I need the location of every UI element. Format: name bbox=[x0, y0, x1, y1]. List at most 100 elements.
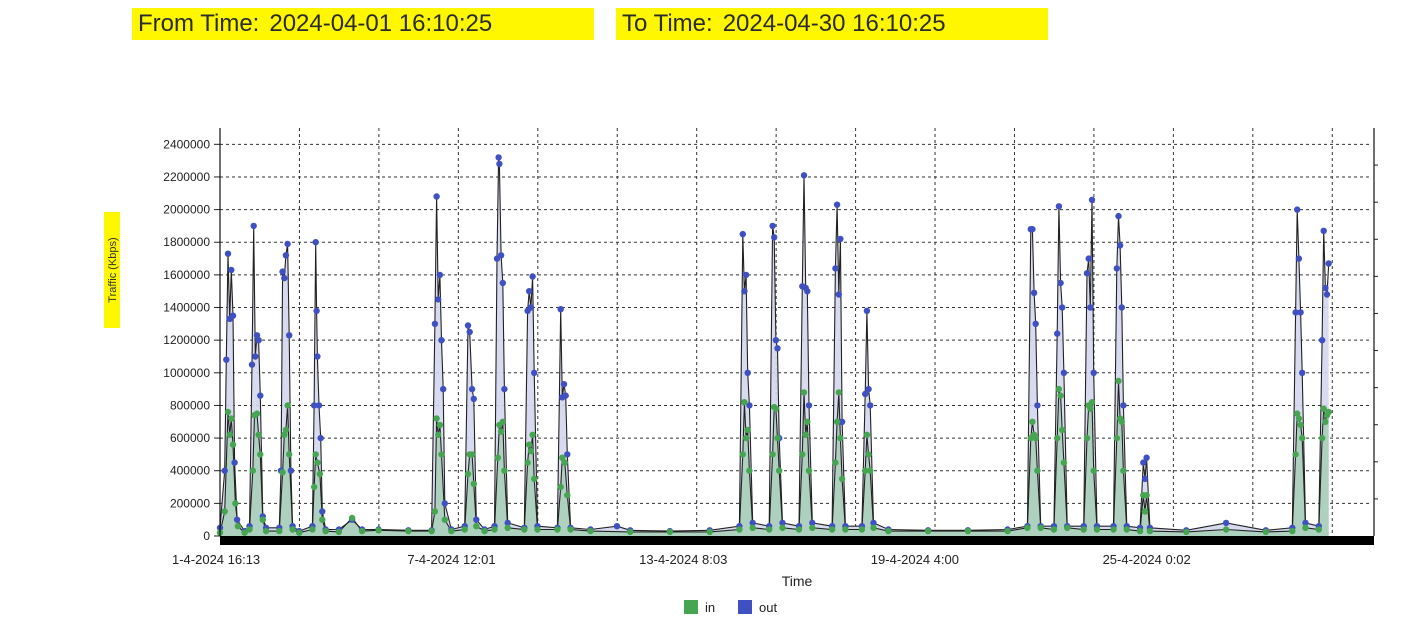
point-in-14 bbox=[257, 451, 264, 458]
from-time-highlight: From Time: 2024-04-01 16:10:25 bbox=[132, 8, 594, 40]
x-tick-label-3: 19-4-2024 4:00 bbox=[871, 552, 959, 567]
point-in-78 bbox=[741, 399, 748, 406]
point-out-155 bbox=[1143, 454, 1150, 461]
point-out-36 bbox=[319, 508, 326, 515]
point-in-151 bbox=[1292, 451, 1299, 458]
point-in-39 bbox=[433, 415, 440, 422]
y-tick-label-3: 600000 bbox=[170, 431, 210, 445]
point-out-158 bbox=[1222, 519, 1230, 527]
point-in-76 bbox=[736, 526, 743, 533]
point-in-98 bbox=[832, 459, 839, 466]
point-out-126 bbox=[1029, 226, 1036, 233]
point-in-95 bbox=[805, 467, 813, 474]
point-in-16 bbox=[262, 527, 270, 535]
point-out-119 bbox=[870, 519, 877, 527]
from-time-label: From Time: bbox=[138, 10, 260, 37]
x-tick-label-4: 25-4-2024 0:02 bbox=[1103, 552, 1191, 567]
area-in bbox=[220, 381, 1329, 536]
point-out-7 bbox=[231, 459, 238, 466]
x-tick-label-0: 1-4-2024 16:13 bbox=[172, 552, 260, 567]
point-in-119 bbox=[1034, 467, 1041, 474]
y-tick-label-6: 1200000 bbox=[163, 333, 210, 347]
point-out-110 bbox=[835, 291, 842, 298]
point-in-124 bbox=[1057, 392, 1064, 399]
point-out-87 bbox=[739, 230, 746, 238]
point-out-34 bbox=[315, 402, 323, 409]
point-in-109 bbox=[870, 524, 877, 531]
point-out-79 bbox=[564, 451, 571, 458]
point-in-128 bbox=[1080, 526, 1087, 533]
y-tick-label-0: 0 bbox=[203, 529, 210, 543]
point-in-94 bbox=[804, 418, 811, 425]
point-out-127 bbox=[1030, 289, 1038, 296]
point-out-109 bbox=[833, 201, 841, 208]
point-in-69 bbox=[561, 459, 568, 466]
point-in-20 bbox=[282, 426, 290, 434]
point-in-3 bbox=[226, 431, 233, 438]
point-in-158 bbox=[1318, 434, 1326, 442]
point-out-166 bbox=[1302, 519, 1309, 527]
y-tick-label-12: 2400000 bbox=[163, 137, 210, 151]
point-in-101 bbox=[837, 434, 844, 442]
point-out-64 bbox=[499, 279, 506, 287]
point-in-29 bbox=[316, 470, 324, 478]
point-in-113 bbox=[1004, 527, 1011, 535]
point-out-163 bbox=[1295, 255, 1303, 262]
point-in-42 bbox=[438, 451, 445, 458]
point-out-55 bbox=[468, 385, 476, 393]
point-in-105 bbox=[862, 467, 869, 474]
point-out-44 bbox=[431, 320, 439, 327]
point-in-70 bbox=[564, 492, 571, 499]
point-out-30 bbox=[310, 402, 318, 409]
point-in-157 bbox=[1315, 526, 1323, 533]
point-out-108 bbox=[832, 265, 839, 272]
point-in-132 bbox=[1088, 399, 1096, 406]
point-out-62 bbox=[496, 160, 503, 168]
point-in-129 bbox=[1083, 434, 1091, 442]
point-in-137 bbox=[1115, 377, 1122, 385]
point-in-6 bbox=[232, 500, 239, 507]
point-out-88 bbox=[741, 288, 748, 295]
point-in-136 bbox=[1113, 434, 1121, 442]
point-out-106 bbox=[809, 519, 816, 527]
point-in-86 bbox=[772, 405, 780, 412]
point-in-51 bbox=[481, 527, 488, 535]
point-out-31 bbox=[312, 239, 319, 246]
point-in-149 bbox=[1262, 528, 1270, 536]
point-in-144 bbox=[1141, 508, 1149, 515]
point-in-110 bbox=[885, 527, 892, 535]
point-out-82 bbox=[613, 523, 621, 530]
point-in-22 bbox=[286, 451, 293, 458]
point-in-23 bbox=[289, 526, 296, 533]
point-out-143 bbox=[1090, 369, 1097, 376]
point-out-8 bbox=[233, 516, 241, 523]
axes: 0 200000 400000 600000 800000 1000000 1200000 1… bbox=[163, 128, 1378, 567]
point-in-8 bbox=[241, 529, 248, 536]
point-out-71 bbox=[529, 273, 536, 280]
point-in-4 bbox=[228, 415, 235, 422]
point-out-115 bbox=[862, 390, 869, 398]
y-tick-label-5: 1000000 bbox=[163, 366, 210, 380]
point-in-111 bbox=[924, 527, 932, 535]
point-out-146 bbox=[1113, 265, 1121, 272]
point-in-19 bbox=[281, 431, 288, 438]
point-in-1 bbox=[221, 508, 228, 515]
point-in-152 bbox=[1294, 410, 1301, 417]
point-out-95 bbox=[771, 234, 778, 241]
y-tick-label-4: 800000 bbox=[170, 398, 210, 412]
point-in-126 bbox=[1060, 459, 1068, 466]
point-in-62 bbox=[527, 447, 535, 455]
point-out-104 bbox=[804, 288, 811, 295]
point-in-5 bbox=[229, 441, 237, 448]
point-out-6 bbox=[229, 312, 237, 319]
point-in-58 bbox=[504, 524, 511, 531]
point-out-97 bbox=[774, 345, 781, 352]
point-in-162 bbox=[1325, 408, 1332, 416]
point-in-7 bbox=[234, 523, 242, 530]
point-in-118 bbox=[1032, 434, 1039, 442]
point-in-68 bbox=[559, 454, 566, 461]
point-out-21 bbox=[279, 268, 286, 275]
legend-swatch-in bbox=[684, 600, 698, 614]
point-out-46 bbox=[435, 296, 442, 303]
point-out-150 bbox=[1120, 402, 1127, 409]
